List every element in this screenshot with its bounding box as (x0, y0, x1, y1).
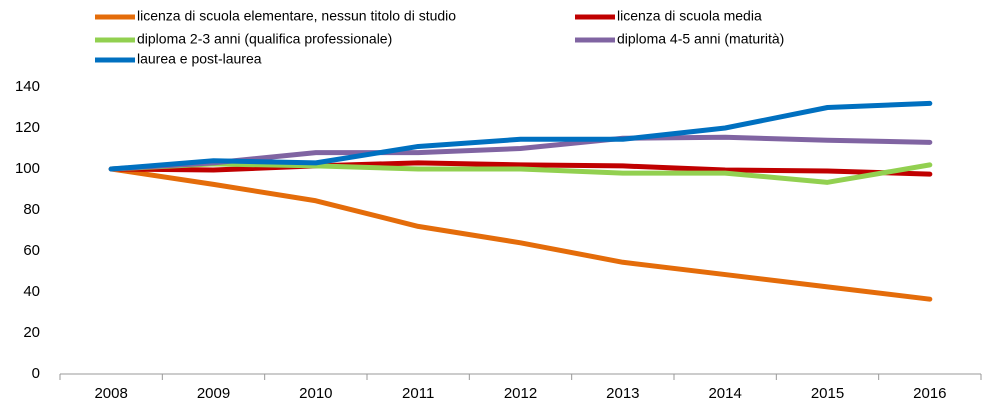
series-line (108, 161, 933, 185)
legend-label: licenza di scuola elementare, nessun tit… (137, 8, 456, 24)
x-tick-label: 2014 (708, 385, 741, 402)
x-tick-label: 2009 (197, 385, 230, 402)
x-tick-label: 2011 (402, 385, 434, 402)
x-tick-label: 2008 (94, 385, 127, 402)
x-tick-label: 2015 (811, 385, 844, 402)
y-tick-label: 80 (23, 201, 40, 218)
series-line (108, 160, 933, 177)
y-tick-label: 20 (23, 324, 40, 341)
legend-label: laurea e post-laurea (137, 51, 262, 67)
legend-label: diploma 4-5 anni (maturità) (617, 31, 784, 47)
y-tick-label: 120 (15, 119, 40, 136)
x-tick-label: 2013 (606, 385, 639, 402)
legend-label: licenza di scuola media (617, 8, 762, 24)
y-tick-label: 140 (15, 78, 40, 95)
y-tick-label: 60 (23, 242, 40, 259)
x-tick-label: 2016 (913, 385, 946, 402)
series-line (108, 100, 933, 172)
x-tick-label: 2010 (299, 385, 332, 402)
y-tick-label: 100 (15, 160, 40, 177)
legend-label: diploma 2-3 anni (qualifica professional… (137, 31, 392, 47)
legend: licenza di scuola elementare, nessun tit… (95, 8, 784, 67)
x-tick-label: 2012 (504, 385, 537, 402)
y-tick-label: 0 (32, 365, 40, 382)
y-tick-label: 40 (23, 283, 40, 300)
series-line (108, 166, 933, 302)
